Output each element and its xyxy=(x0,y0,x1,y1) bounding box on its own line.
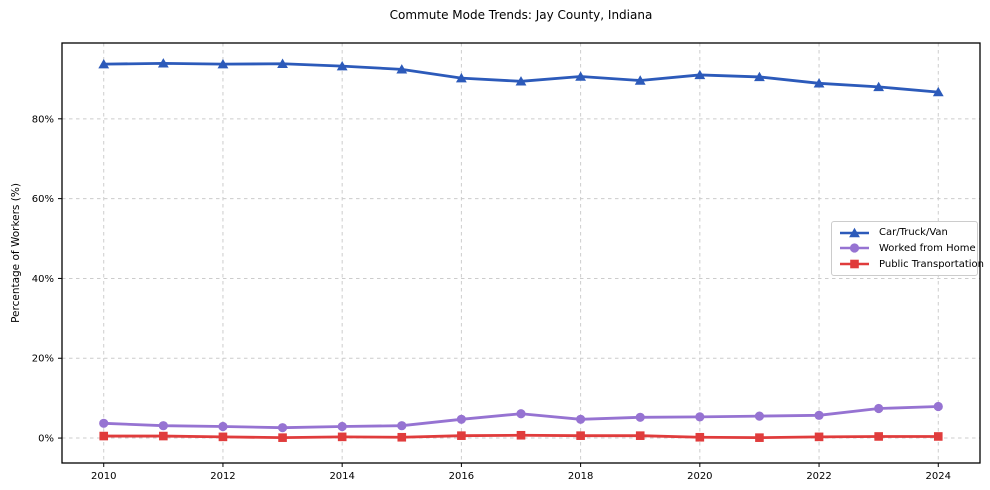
data-point-marker xyxy=(576,431,585,440)
data-point-marker xyxy=(635,412,645,422)
data-point-marker xyxy=(695,412,705,422)
data-point-marker xyxy=(158,421,168,431)
data-point-marker xyxy=(218,432,228,442)
data-point-marker xyxy=(933,401,943,412)
legend-sample-public-transportation xyxy=(840,259,869,269)
legend-label: Car/Truck/Van xyxy=(879,227,948,239)
data-point-marker xyxy=(277,423,288,433)
legend: Car/Truck/Van Worked from Home Public Tr… xyxy=(831,221,984,276)
data-point-marker xyxy=(515,76,527,86)
data-point-marker xyxy=(277,58,288,68)
data-point-marker xyxy=(754,71,765,82)
data-point-marker xyxy=(99,418,109,428)
legend-label: Public Transportation xyxy=(879,258,984,270)
data-point-marker xyxy=(456,414,466,424)
data-point-marker xyxy=(873,81,885,92)
legend-sample-car-truck-van xyxy=(840,227,869,238)
data-point-marker xyxy=(813,78,825,88)
data-point-marker xyxy=(634,75,646,85)
data-point-marker xyxy=(157,58,169,68)
data-point-marker xyxy=(933,432,943,441)
data-point-marker xyxy=(932,86,944,97)
data-point-marker xyxy=(850,259,859,269)
data-point-marker xyxy=(695,432,705,442)
data-point-marker xyxy=(457,431,466,440)
data-point-marker xyxy=(337,421,347,432)
x-tick-label: 2020 xyxy=(687,471,712,482)
legend-label: Worked from Home xyxy=(879,242,976,254)
legend-item-worked-from-home: Worked from Home xyxy=(838,241,976,255)
data-point-marker xyxy=(396,64,408,74)
data-point-marker xyxy=(576,414,586,424)
legend-item-car-truck-van: Car/Truck/Van xyxy=(838,226,971,240)
data-point-marker xyxy=(575,71,587,81)
data-point-marker xyxy=(218,421,228,432)
legend-item-public-transportation: Public Transportation xyxy=(838,257,984,271)
data-point-marker xyxy=(99,431,109,441)
y-tick-label: 0% xyxy=(38,434,54,445)
x-tick-label: 2010 xyxy=(91,471,116,482)
data-point-marker xyxy=(159,431,168,441)
data-point-marker xyxy=(874,403,884,414)
chart-title: Commute Mode Trends: Jay County, Indiana xyxy=(389,8,653,22)
data-point-marker xyxy=(516,409,526,419)
data-point-marker xyxy=(814,410,824,420)
plot-frame xyxy=(61,42,981,464)
y-tick-label: 60% xyxy=(32,194,54,205)
data-point-marker xyxy=(694,69,706,80)
data-point-marker xyxy=(278,433,287,442)
data-point-marker xyxy=(849,243,860,254)
x-tick-label: 2016 xyxy=(449,471,474,482)
x-tick-label: 2014 xyxy=(329,471,354,482)
legend-sample-worked-from-home xyxy=(840,243,869,254)
y-tick-label: 20% xyxy=(32,354,54,365)
data-point-marker xyxy=(754,411,765,421)
y-tick-label: 40% xyxy=(32,274,54,285)
data-point-marker xyxy=(217,58,229,69)
data-point-marker xyxy=(455,72,467,83)
data-point-marker xyxy=(755,433,764,442)
data-point-marker xyxy=(516,430,526,440)
data-point-marker xyxy=(849,227,860,238)
x-tick-label: 2024 xyxy=(926,471,951,482)
data-point-marker xyxy=(635,431,645,440)
x-tick-label: 2022 xyxy=(806,471,831,482)
data-point-marker xyxy=(336,60,348,71)
y-axis-label: Percentage of Workers (%) xyxy=(10,183,22,323)
data-point-marker xyxy=(814,432,824,442)
x-tick-label: 2012 xyxy=(210,471,235,482)
x-tick-label: 2018 xyxy=(568,471,593,482)
data-point-marker xyxy=(397,421,407,431)
data-point-marker xyxy=(397,432,407,442)
data-point-marker xyxy=(98,58,110,69)
y-tick-label: 80% xyxy=(32,114,54,125)
data-point-marker xyxy=(874,432,883,441)
data-point-marker xyxy=(337,432,347,442)
